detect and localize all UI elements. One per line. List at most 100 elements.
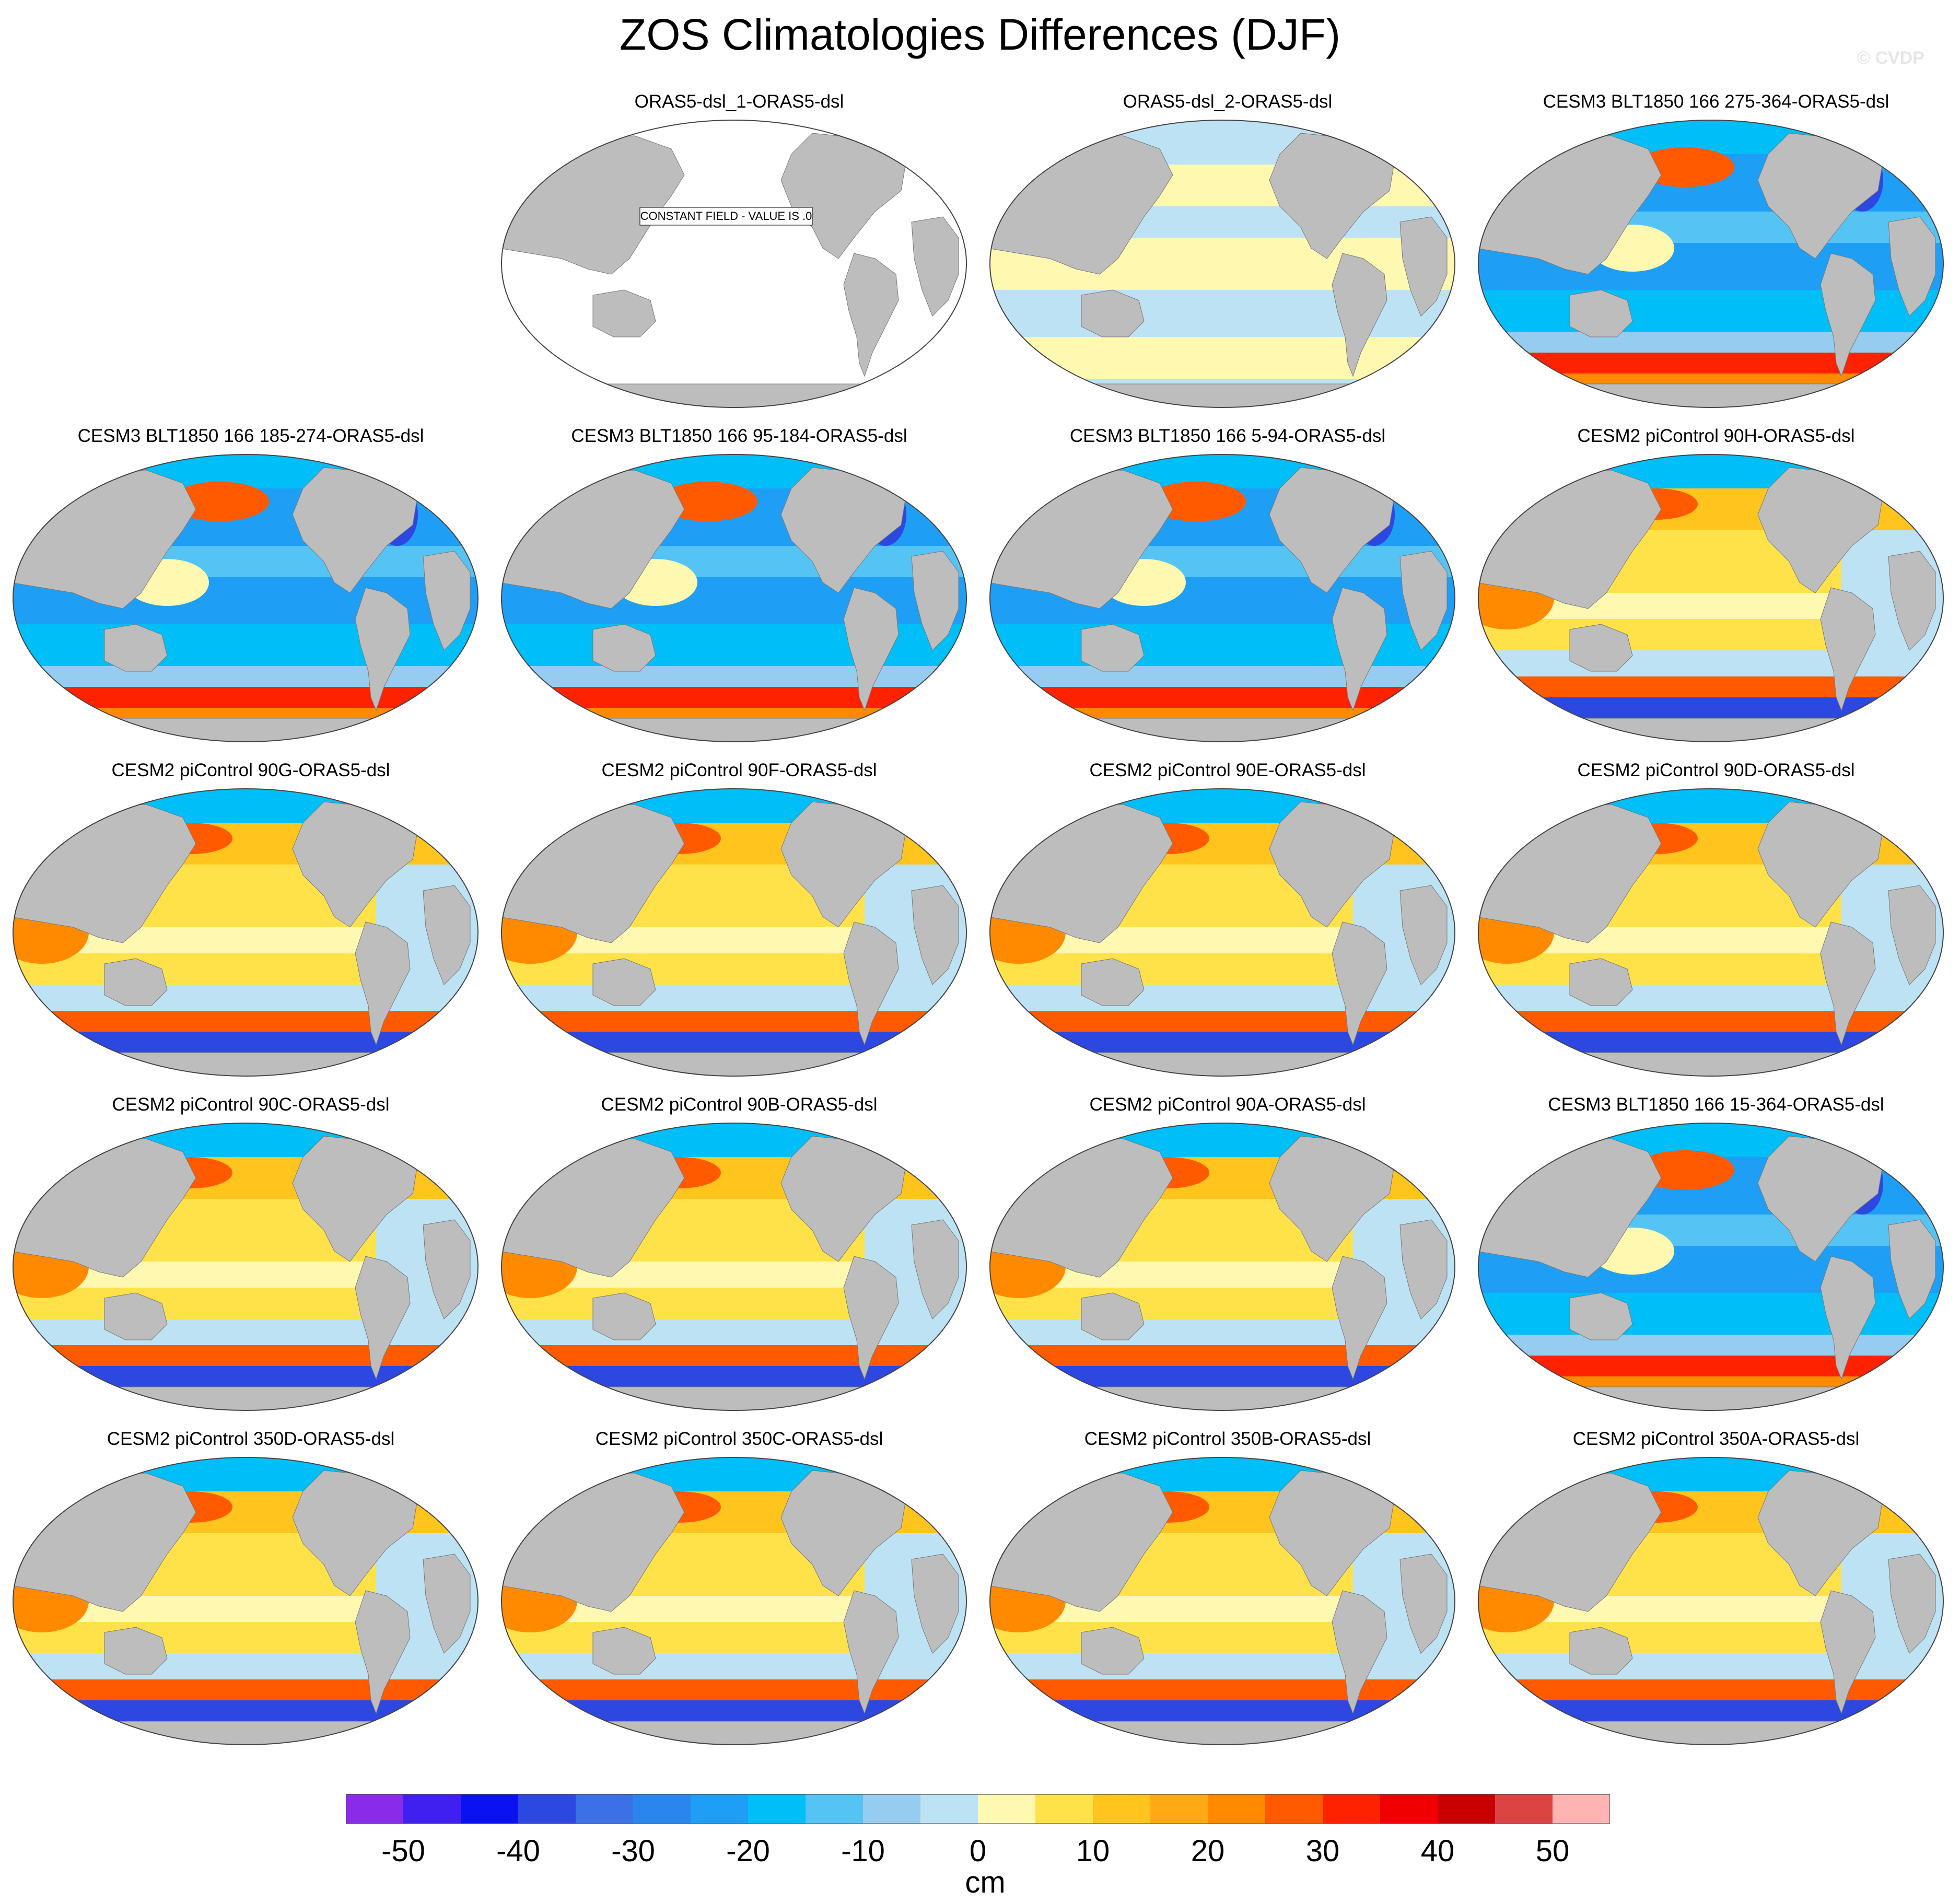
land-antarctica (1496, 718, 1926, 742)
land-sAmerica (355, 921, 411, 1046)
world-map (989, 788, 1455, 1077)
panel-title: CESM2 piControl 90E-ORAS5-dsl (1089, 760, 1366, 780)
field-band (990, 290, 1455, 337)
land-greenland (874, 454, 917, 484)
map-panel: CESM3 BLT1850 166 95-184-ORAS5-dsl (499, 426, 979, 755)
land-greenland (1851, 1123, 1894, 1152)
field-band (1478, 1123, 1943, 1157)
map-border (989, 1457, 1455, 1745)
field-band (1478, 290, 1943, 332)
panel-title: CESM2 piControl 350C-ORAS5-dsl (595, 1429, 883, 1449)
panel-title: CESM2 piControl 90C-ORAS5-dsl (112, 1094, 390, 1115)
field-band (501, 1345, 966, 1366)
land-greenland (874, 120, 917, 149)
colorbar-swatch (863, 1794, 920, 1824)
land-greenland (874, 1123, 917, 1152)
land-antarctica (1007, 1386, 1438, 1410)
map-panel: CESM2 piControl 350B-ORAS5-dsl (987, 1429, 1468, 1758)
land-sAmerica (1820, 921, 1876, 1046)
world-map (1478, 120, 1944, 408)
land-antarctica (30, 1386, 461, 1410)
map-panel: CESM3 BLT1850 166 275-364-ORAS5-dsl (1476, 91, 1956, 421)
field-band (990, 1345, 1455, 1366)
field-band (1478, 697, 1943, 718)
land-sAmerica (355, 1590, 411, 1714)
land-greenland (1363, 1123, 1406, 1152)
panel-title: CESM2 piControl 350A-ORAS5-dsl (1572, 1429, 1860, 1449)
land-greenland (874, 789, 917, 818)
field-band (990, 666, 1455, 687)
land-sAmerica (1332, 1256, 1387, 1380)
land-australia (104, 1292, 168, 1340)
panel-title: ORAS5-dsl_1-ORAS5-dsl (634, 91, 844, 112)
land-africa (423, 1554, 471, 1654)
land-greenland (874, 1457, 917, 1487)
colorbar-tick-label: 20 (1191, 1834, 1225, 1868)
land-australia (104, 958, 168, 1006)
map-border (501, 788, 967, 1077)
field-band (501, 789, 966, 823)
land-sAmerica (355, 587, 411, 711)
field-band (990, 624, 1455, 666)
panel-title: CESM2 piControl 90G-ORAS5-dsl (111, 760, 390, 780)
field-band (1478, 454, 1943, 488)
land-australia (104, 624, 168, 672)
colorbar (346, 1794, 1610, 1824)
land-greenland (386, 789, 429, 818)
colorbar-swatch (403, 1794, 461, 1824)
colorbar-tick-label: -50 (381, 1834, 425, 1868)
field-band (501, 1032, 966, 1053)
colorbar-swatch (806, 1794, 863, 1824)
land-greenland (386, 1123, 429, 1152)
field-band (501, 666, 966, 687)
land-antarctica (1007, 718, 1438, 742)
map-border (13, 788, 479, 1077)
land-antarctica (1496, 1721, 1926, 1745)
panel-title: CESM3 BLT1850 166 15-364-ORAS5-dsl (1548, 1094, 1884, 1115)
field-band (1478, 1032, 1943, 1053)
constant-field-label: CONSTANT FIELD - VALUE IS .0 (639, 207, 813, 226)
colorbar-tick-label: 50 (1535, 1834, 1570, 1868)
colorbar-tick-label: -10 (841, 1834, 885, 1868)
panel-title: CESM3 BLT1850 166 185-274-ORAS5-dsl (77, 426, 424, 446)
field-band (1478, 1457, 1943, 1491)
land-sAmerica (1820, 1256, 1876, 1380)
land-australia (592, 1292, 656, 1340)
cvdp-watermark: © CVDP (1857, 48, 1924, 68)
land-africa (1888, 551, 1936, 651)
map-panel: CESM3 BLT1850 166 5-94-ORAS5-dsl (987, 426, 1468, 755)
land-sAmerica (843, 587, 899, 711)
world-map (1478, 1457, 1944, 1745)
land-africa (423, 885, 471, 985)
land-greenland (1363, 1457, 1406, 1487)
field-band (990, 454, 1455, 488)
land-sAmerica (1332, 587, 1387, 711)
colorbar-tick-label: -40 (496, 1834, 540, 1868)
land-antarctica (30, 1721, 461, 1745)
land-africa (1399, 1554, 1448, 1654)
land-africa (1888, 1219, 1936, 1320)
field-band (990, 1366, 1455, 1387)
field-band (501, 1700, 966, 1721)
colorbar-swatch (1035, 1794, 1093, 1824)
land-africa (1399, 551, 1448, 651)
colorbar-swatch (691, 1794, 748, 1824)
land-greenland (1363, 454, 1406, 484)
map-border (501, 1457, 967, 1745)
map-border (501, 454, 967, 742)
land-africa (423, 551, 471, 651)
world-map (989, 454, 1455, 742)
land-greenland (1363, 120, 1406, 149)
field-band (1478, 1700, 1943, 1721)
land-sAmerica (843, 1256, 899, 1380)
land-antarctica (1007, 1052, 1438, 1076)
land-africa (1888, 216, 1936, 317)
map-border (501, 120, 967, 408)
field-band (501, 1457, 966, 1491)
field-band (13, 1700, 478, 1721)
colorbar-swatch (1208, 1794, 1265, 1824)
land-antarctica (1007, 1721, 1438, 1745)
colorbar-swatch (518, 1794, 576, 1824)
land-australia (592, 289, 656, 337)
colorbar-swatch (1323, 1794, 1380, 1824)
